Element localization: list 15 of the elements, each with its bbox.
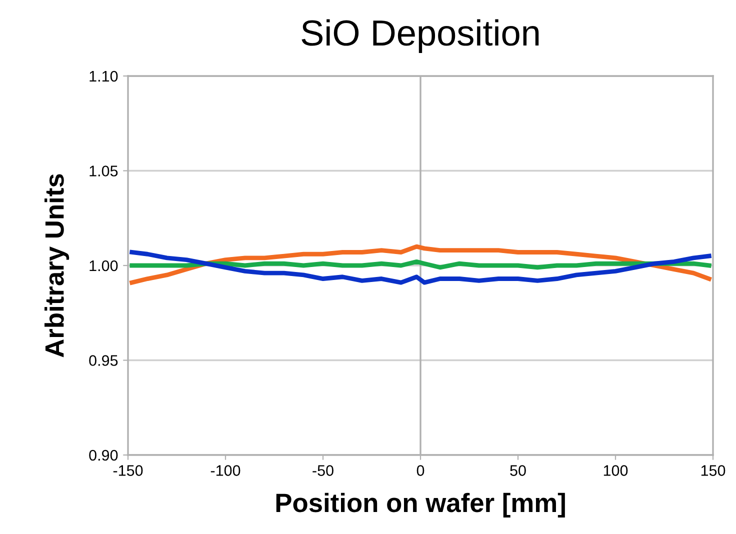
y-tick-label: 0.90 — [89, 450, 118, 461]
chart-title: SiO Deposition — [302, 19, 539, 53]
y-axis-title: Arbitrary Units — [44, 174, 70, 358]
x-tick-label: 50 — [510, 465, 526, 476]
x-tick-label: -100 — [210, 465, 240, 476]
x-tick-label: 100 — [604, 465, 628, 476]
y-tick-label: 1.05 — [90, 166, 118, 176]
y-tick-label: 1.00 — [90, 260, 118, 272]
y-tick-label: 0.95 — [89, 355, 118, 366]
x-tick-label: -50 — [312, 465, 334, 476]
x-tick-label: 150 — [701, 465, 726, 476]
x-tick-label: -150 — [113, 465, 143, 476]
y-tick-label: 1.10 — [90, 70, 118, 82]
x-tick-label: 0 — [416, 465, 424, 476]
x-axis-title: Position on wafer [mm] — [276, 492, 565, 518]
